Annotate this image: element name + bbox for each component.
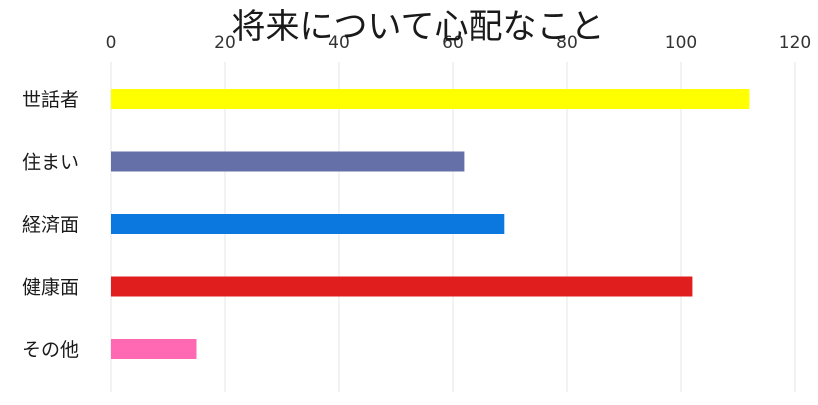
x-tick-label: 120 <box>779 33 811 53</box>
bar-4 <box>111 276 693 297</box>
x-tick-label: 100 <box>665 33 697 53</box>
chart-title: 将来について心配なこと <box>232 7 605 47</box>
bar-5 <box>111 339 197 359</box>
x-axis-ticks: 0 20 40 60 80 100 120 <box>106 33 812 53</box>
category-label: 世話者 <box>22 89 79 111</box>
bar-2 <box>111 151 465 172</box>
x-tick-label: 0 <box>106 33 117 53</box>
category-label: その他 <box>22 339 79 361</box>
category-label: 健康面 <box>22 277 79 299</box>
x-tick-label: 20 <box>214 33 236 53</box>
x-tick-label: 60 <box>442 33 464 53</box>
category-label: 経済面 <box>22 214 79 236</box>
bar-3 <box>111 214 505 234</box>
x-tick-label: 80 <box>556 33 578 53</box>
x-tick-label: 40 <box>328 33 350 53</box>
bars <box>111 89 750 359</box>
category-label: 住まい <box>22 152 79 174</box>
bar-1 <box>111 89 750 109</box>
